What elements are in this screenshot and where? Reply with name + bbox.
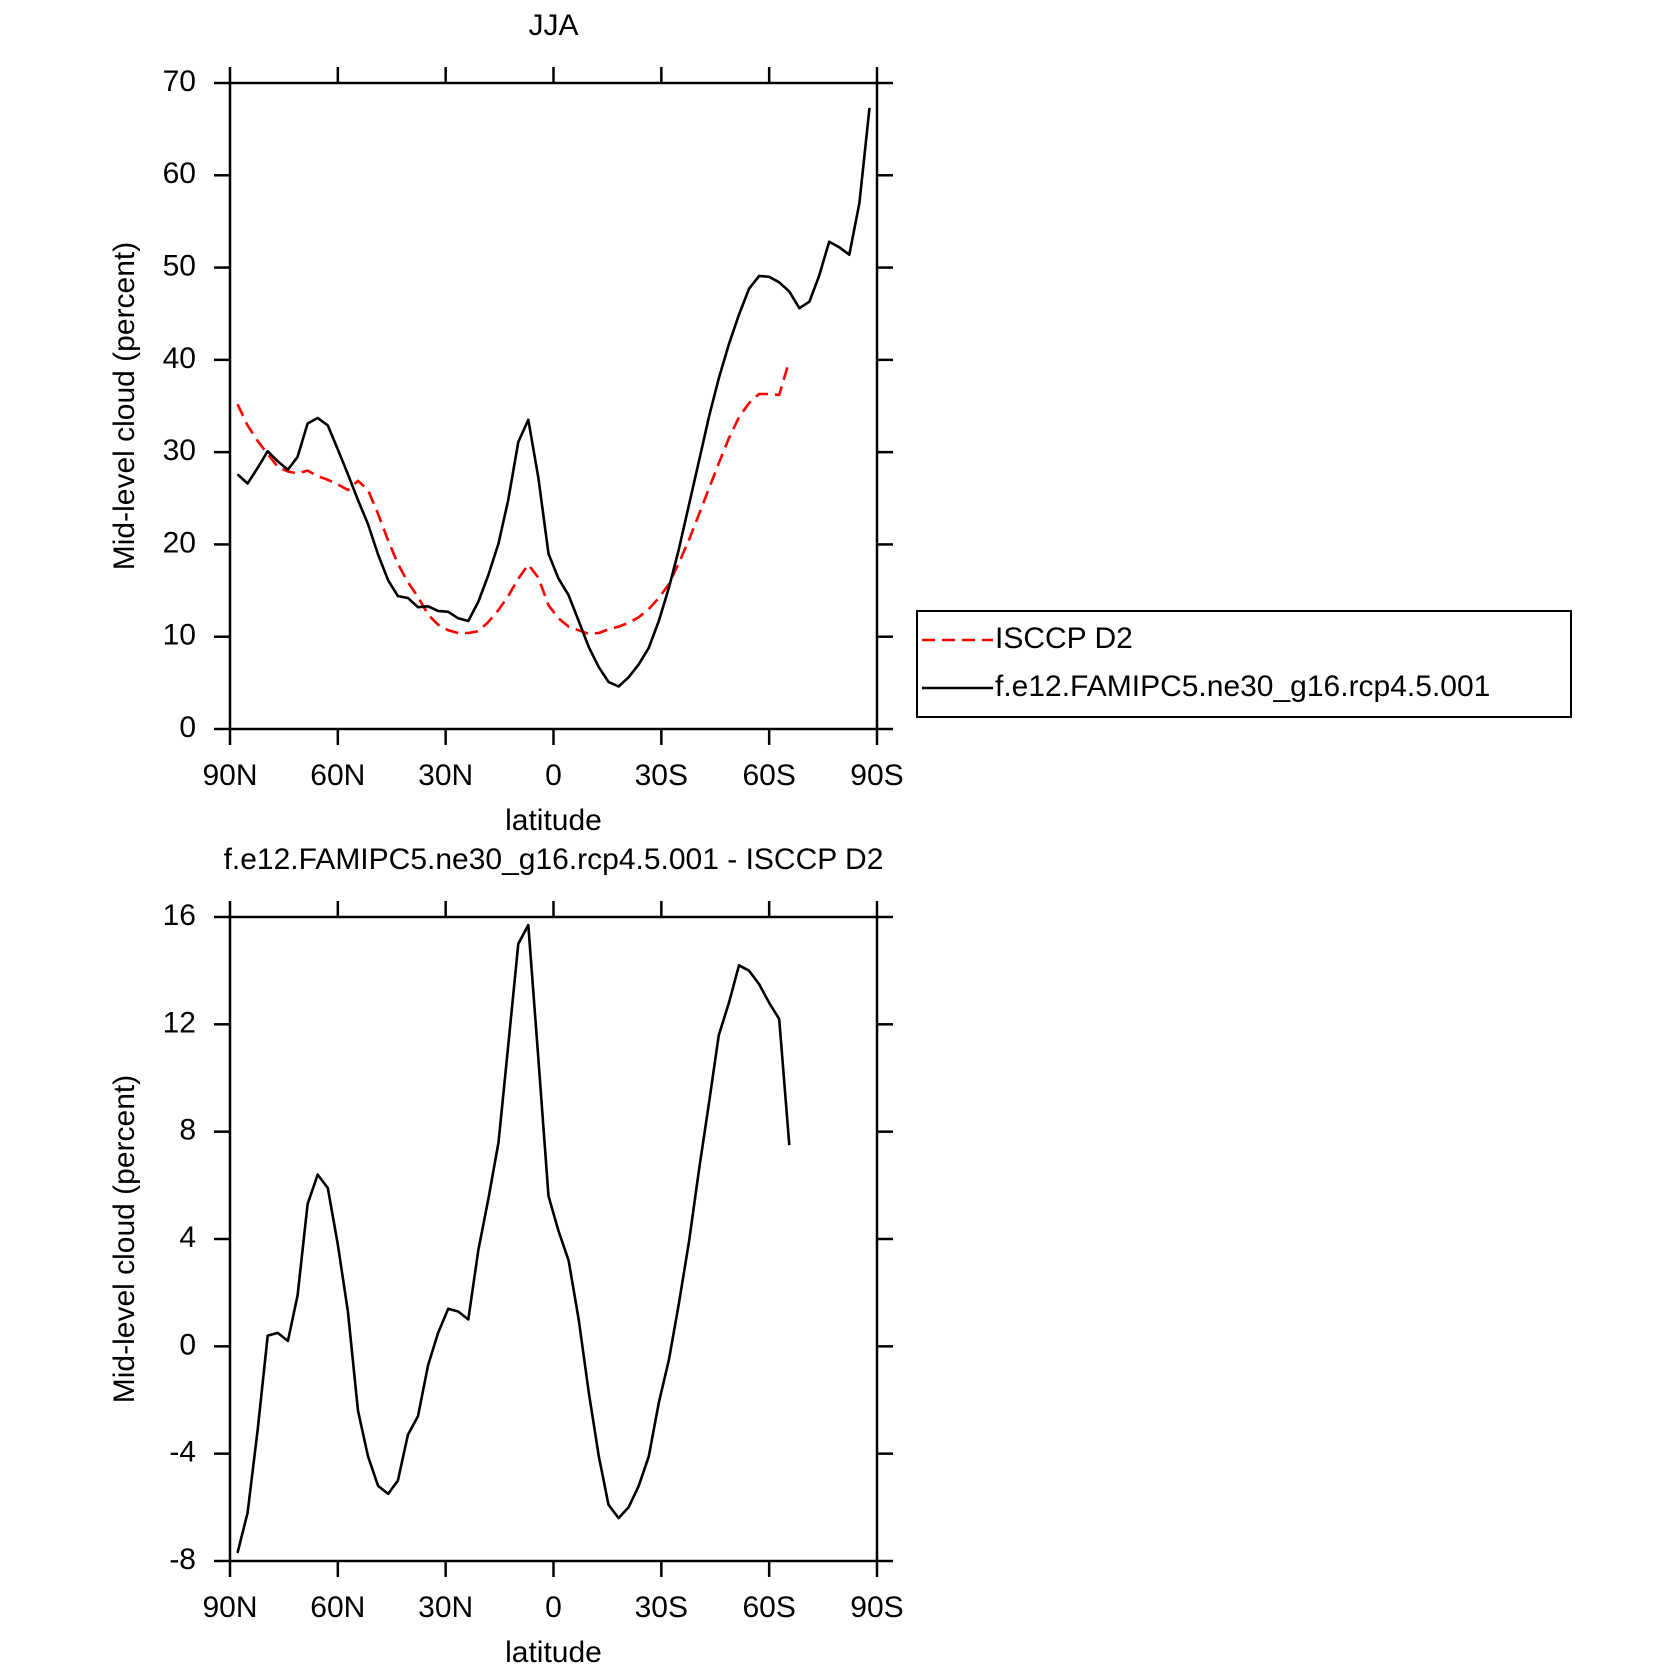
y-axis-label: Mid-level cloud (percent) <box>108 1075 141 1403</box>
x-tick-label: 90N <box>202 1591 257 1624</box>
y-axis-label: Mid-level cloud (percent) <box>108 242 141 570</box>
x-axis-label: latitude <box>505 1636 602 1669</box>
y-tick-label: 8 <box>179 1114 196 1147</box>
x-tick-label: 30N <box>418 1591 473 1624</box>
x-tick-label: 30S <box>635 759 688 792</box>
chart-title: JJA <box>528 9 578 42</box>
y-tick-label: 70 <box>163 65 196 98</box>
y-tick-label: -4 <box>169 1436 196 1469</box>
plot-frame <box>228 915 879 1563</box>
y-tick-label: 4 <box>179 1221 196 1254</box>
x-tick-label: 30S <box>635 1591 688 1624</box>
series-line <box>236 923 791 1554</box>
plot-frame <box>228 81 879 731</box>
y-tick-label: 10 <box>163 619 196 652</box>
x-tick-label: 60N <box>310 1591 365 1624</box>
legend-box <box>916 610 1572 718</box>
y-tick-label: 0 <box>179 1328 196 1361</box>
y-tick-label: 30 <box>163 434 196 467</box>
x-tick-label: 90S <box>850 1591 903 1624</box>
x-tick-label: 0 <box>545 759 562 792</box>
legend-label: ISCCP D2 <box>995 622 1133 655</box>
y-tick-label: 60 <box>163 157 196 190</box>
y-tick-label: 50 <box>163 249 196 282</box>
x-tick-label: 60S <box>742 759 795 792</box>
x-tick-label: 60S <box>742 1591 795 1624</box>
y-tick-label: -8 <box>169 1543 196 1576</box>
y-tick-label: 20 <box>163 526 196 559</box>
x-tick-label: 90N <box>202 759 257 792</box>
x-tick-label: 30N <box>418 759 473 792</box>
series-line <box>236 360 791 636</box>
chart-title: f.e12.FAMIPC5.ne30_g16.rcp4.5.001 - ISCC… <box>224 843 884 876</box>
series-line <box>236 107 871 688</box>
x-axis-label: latitude <box>505 804 602 837</box>
x-tick-label: 0 <box>545 1591 562 1624</box>
y-tick-label: 0 <box>179 711 196 744</box>
x-tick-label: 60N <box>310 759 365 792</box>
y-tick-label: 40 <box>163 342 196 375</box>
y-tick-label: 12 <box>163 1006 196 1039</box>
x-tick-label: 90S <box>850 759 903 792</box>
y-tick-label: 16 <box>163 899 196 932</box>
legend-label: f.e12.FAMIPC5.ne30_g16.rcp4.5.001 <box>995 670 1490 703</box>
